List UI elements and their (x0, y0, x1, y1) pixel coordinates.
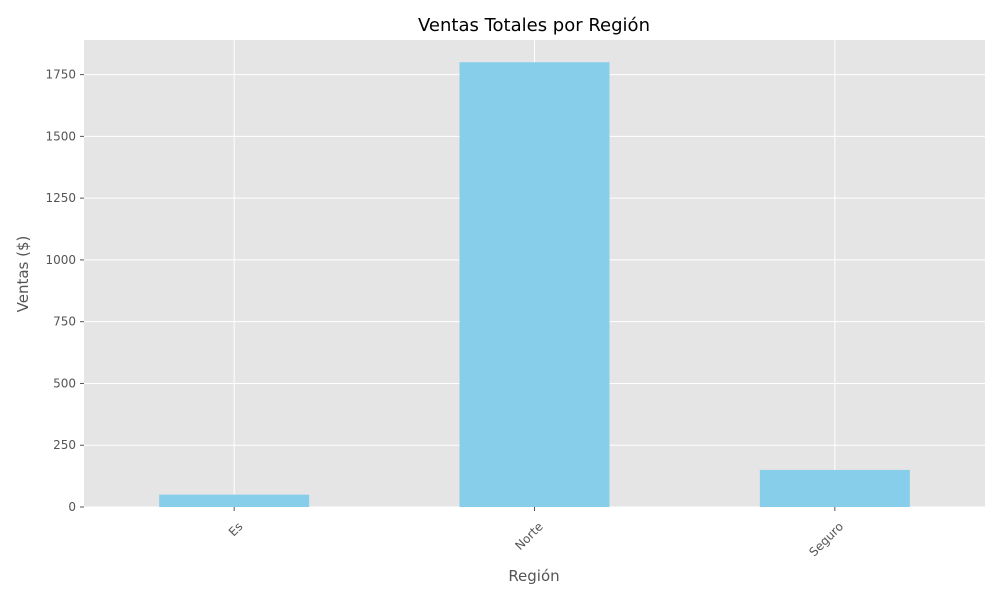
y-axis-ticks: 0 250 500 750 1000 1250 1500 1750 (45, 68, 84, 514)
bar-norte (459, 62, 610, 507)
bar-es (159, 494, 310, 507)
y-tick-label: 1250 (45, 191, 76, 205)
bars (159, 62, 910, 507)
y-tick-label: 250 (53, 438, 76, 452)
chart-title: Ventas Totales por Región (418, 15, 650, 36)
y-tick-label: 750 (53, 315, 76, 329)
x-axis-label: Región (508, 567, 559, 585)
y-tick-label: 0 (68, 500, 76, 514)
y-tick-label: 500 (53, 376, 76, 390)
y-tick-label: 1750 (45, 68, 76, 82)
y-tick-label: 1500 (45, 129, 76, 143)
y-tick-label: 1000 (45, 253, 76, 267)
x-tick-label: Norte (512, 519, 545, 552)
x-tick-label: Seguro (806, 519, 846, 559)
bar-seguro (759, 469, 910, 507)
y-axis-label: Ventas ($) (14, 236, 32, 313)
x-axis-ticks: Es Norte Seguro (226, 507, 846, 559)
x-tick-label: Es (226, 519, 246, 539)
